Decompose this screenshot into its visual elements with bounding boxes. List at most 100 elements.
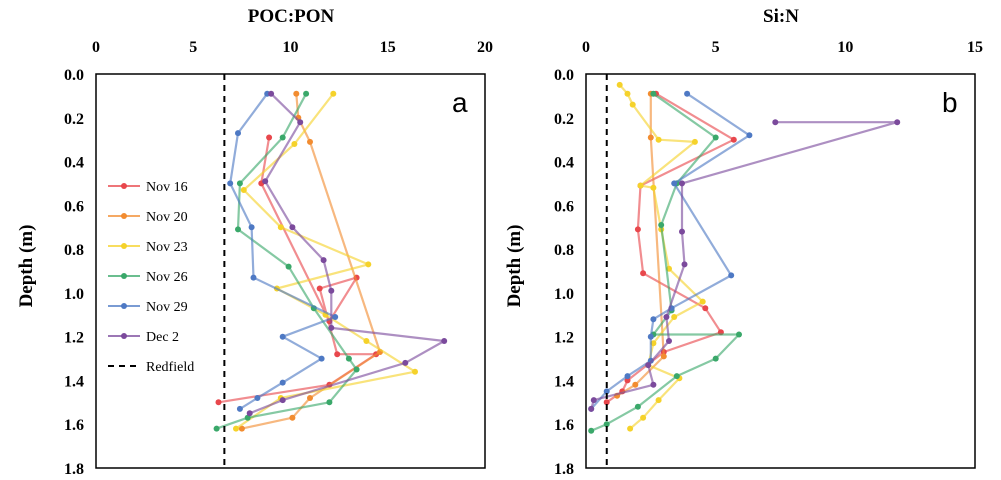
panel-b-point-nov-23-15 [640, 414, 647, 421]
panel-b-point-nov-26-1 [712, 134, 719, 141]
panel-b-y-tick-label-5: 1.0 [554, 286, 574, 303]
panel-a-point-nov-29-7 [318, 355, 325, 362]
panel-b-point-nov-16-5 [702, 305, 709, 312]
panel-b-point-nov-16-10 [603, 399, 610, 406]
panel-a-point-nov-23-8 [412, 368, 418, 375]
panel-a-point-dec-2-1 [297, 119, 304, 126]
panel-a-point-nov-26-10 [213, 425, 220, 432]
panel-a-y-tick-label-4: 0.8 [64, 242, 84, 259]
panel-a-point-dec-2-2 [262, 178, 269, 185]
panel-a-point-nov-26-3 [235, 226, 241, 233]
panel-b-point-nov-23-16 [627, 425, 634, 432]
panel-b-y-tick-label-6: 1.2 [554, 330, 574, 347]
panel-b-plot-frame [585, 73, 976, 469]
panel-b-point-nov-23-10 [671, 314, 678, 320]
panel-b-point-nov-26-10 [603, 421, 610, 428]
legend-label-nov-23: Nov 23 [146, 240, 188, 255]
panel-b-point-nov-20-2 [660, 353, 667, 360]
panel-a-plot-frame [95, 73, 486, 469]
panel-b-point-nov-16-3 [634, 226, 641, 233]
panel-a-point-nov-16-8 [215, 399, 222, 406]
panel-a-point-nov-23-7 [363, 338, 370, 344]
panel-b-point-nov-26-8 [673, 373, 680, 380]
panel-a-point-dec-2-10 [246, 410, 253, 417]
panel-b-point-nov-29-6 [647, 333, 654, 340]
panel-a-point-nov-23-0 [330, 90, 337, 97]
panel-b-point-nov-29-9 [603, 388, 610, 395]
panel-a-point-nov-26-2 [236, 180, 243, 187]
panel-a-point-nov-29-6 [279, 333, 286, 340]
panel-b-point-nov-23-6 [650, 184, 657, 191]
panel-b-y-tick-label-8: 1.6 [554, 417, 574, 434]
panel-a-point-nov-26-4 [285, 263, 292, 270]
panel-a-point-dec-2-4 [320, 257, 327, 264]
legend-marker-nov-26 [121, 273, 127, 279]
panel-b-point-nov-26-7 [712, 355, 719, 362]
panel-b-x-ticks: 0 5 10 15 [582, 39, 983, 56]
panel-b-point-dec-2-9 [590, 397, 597, 404]
panel-b-point-dec-2-2 [679, 180, 685, 187]
panel-a-y-tick-label-3: 0.6 [64, 198, 84, 215]
panel-b-point-dec-2-8 [650, 381, 657, 388]
panel-b-series-line-nov-26 [590, 92, 741, 432]
panel-b-point-nov-20-3 [632, 381, 639, 388]
panel-a-point-nov-20-4 [307, 395, 313, 401]
panel-a-x-ticks: 0 5 10 15 20 [92, 39, 493, 56]
legend-label-nov-16: Nov 16 [146, 180, 188, 195]
panel-a-point-nov-20-2 [307, 138, 313, 145]
panel-a-point-nov-29-9 [254, 395, 261, 401]
panel-a-x-tick-label-4: 20 [477, 39, 493, 56]
panel-a-point-nov-26-1 [279, 134, 286, 141]
panel-b-y-tick-label-0: 0.0 [554, 67, 574, 84]
panel-a-point-dec-2-7 [441, 338, 448, 344]
panel-a-x-tick-label-3: 15 [380, 39, 396, 56]
panel-b-point-nov-16-4 [640, 270, 647, 277]
panel-b-point-nov-23-0 [616, 81, 623, 88]
panel-a-point-dec-2-9 [279, 397, 286, 404]
legend-label-nov-26: Nov 26 [146, 270, 188, 285]
panel-b-point-dec-2-0 [772, 119, 779, 126]
panel-b-x-tick-label-3: 15 [967, 39, 983, 56]
panel-a-y-tick-label-6: 1.2 [64, 330, 84, 347]
panel-b-point-nov-29-5 [650, 316, 657, 323]
panel-b-y-tick-label-4: 0.8 [554, 242, 574, 259]
panel-b-y-ticks: 0.0 0.2 0.4 0.6 0.8 1.0 1.2 1.4 1.6 1.8 [554, 67, 574, 478]
panel-a-point-nov-26-7 [353, 366, 360, 373]
panel-a-point-nov-29-5 [332, 314, 339, 320]
panel-a-series [213, 90, 448, 432]
panel-a-point-nov-26-6 [345, 355, 352, 362]
panel-b-point-nov-26-6 [736, 331, 742, 338]
panel-a-title: POC:PON [248, 6, 335, 27]
panel-b-point-nov-23-5 [637, 182, 644, 189]
panel-b-point-dec-2-7 [645, 362, 652, 369]
panel-a-point-dec-2-3 [289, 224, 296, 231]
panel-b-si-n: Si:N Depth (m) 0 5 10 15 0.0 0.2 0.4 0.6 0.8 1.0… [504, 6, 983, 478]
panel-a-point-dec-2-0 [268, 90, 275, 97]
panel-a-point-nov-26-0 [303, 90, 310, 97]
panel-a-point-nov-29-10 [236, 405, 243, 412]
panel-a-y-tick-label-8: 1.6 [64, 417, 84, 434]
panel-b-point-nov-23-9 [699, 298, 706, 305]
panel-a-y-tick-label-7: 1.4 [64, 373, 84, 390]
panel-b-point-nov-16-1 [730, 136, 737, 143]
panel-b-point-nov-23-4 [691, 138, 698, 145]
panel-a-point-nov-23-2 [240, 187, 247, 193]
panel-b-point-dec-2-5 [663, 314, 670, 320]
panel-b-point-nov-20-1 [647, 134, 654, 141]
panel-a-point-nov-16-5 [334, 351, 341, 358]
legend-label-nov-20: Nov 20 [146, 210, 188, 225]
panel-b-point-dec-2-10 [588, 405, 595, 412]
panel-a-y-tick-label-1: 0.2 [64, 111, 84, 128]
panel-b-point-nov-26-11 [588, 427, 595, 434]
panel-a-point-dec-2-8 [402, 359, 409, 366]
panel-a-y-tick-label-5: 1.0 [64, 286, 84, 303]
panel-a-series-line-nov-29 [229, 93, 337, 410]
legend-marker-nov-29 [121, 303, 127, 309]
legend-marker-nov-20 [121, 213, 127, 219]
panel-a-point-nov-29-2 [227, 180, 234, 187]
panel-b-point-dec-2-4 [681, 261, 688, 268]
panel-a-point-nov-20-6 [238, 425, 245, 432]
legend-label-dec-2: Dec 2 [146, 330, 179, 345]
panel-a-x-tick-label-1: 5 [189, 39, 197, 56]
